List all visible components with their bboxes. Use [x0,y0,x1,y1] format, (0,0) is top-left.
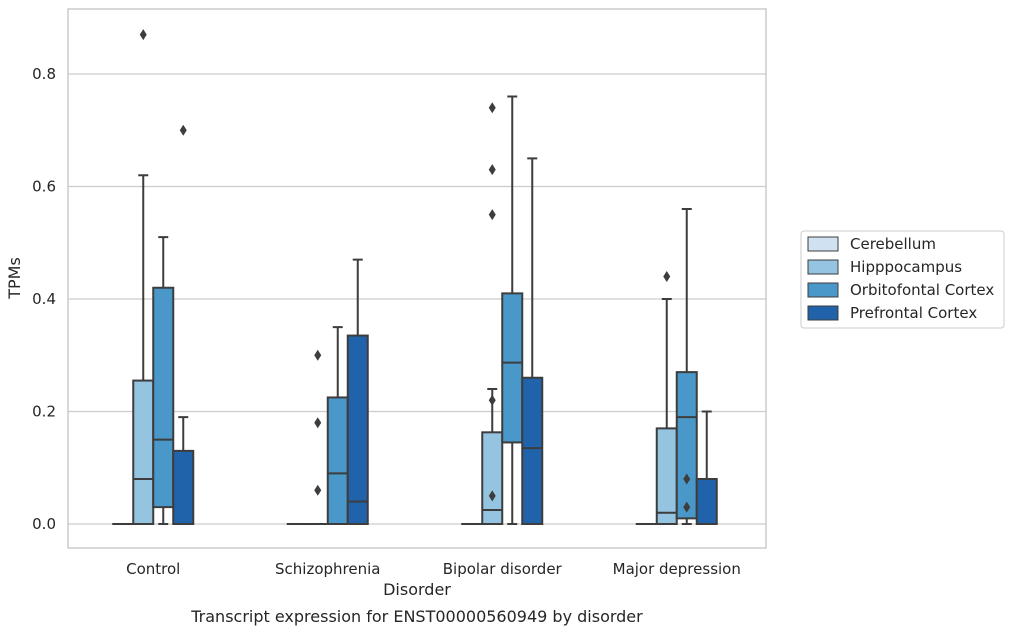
y-axis-title: TPMs [5,257,24,300]
x-tick-label: Major depression [613,560,741,578]
box-group [481,102,504,525]
y-tick-label: 0.0 [32,515,56,533]
legend-label: Cerebellum [850,235,936,253]
box-body [521,376,544,525]
box-body [501,292,524,444]
outlier-point [683,501,691,513]
outlier-point [663,271,671,282]
tick-layer: 0.0 0.2 0.4 0.6 0.8 Control Schizophrenia Bipol… [32,65,741,578]
box-layer [112,29,718,526]
box-group [306,349,329,526]
box-group [152,236,175,525]
outlier-point [314,417,322,429]
y-tick-label: 0.2 [32,403,56,421]
outlier-point [488,394,496,406]
x-axis-title: Disorder [383,580,451,599]
legend-label: Hipppocampus [850,258,962,276]
outlier-point [488,490,496,502]
box-group [501,95,524,525]
box-group [675,208,698,525]
box-group [326,326,349,525]
outlier-point [488,164,496,176]
x-tick-label: Control [126,560,180,578]
legend: Cerebellum Hipppocampus Orbitofontal Corte… [800,230,1005,329]
legend-swatch [807,305,839,321]
box-body [172,449,195,525]
legend-items: Cerebellum Hipppocampus Orbitofontal Corte… [807,235,994,322]
plot-frame [67,8,767,549]
box-group [172,124,195,525]
legend-label: Orbitofontal Cortex [850,281,994,299]
box-body [481,431,504,525]
box-body [152,286,175,509]
y-tick-label: 0.8 [32,65,56,83]
box-group [695,410,718,525]
outlier-point [179,124,187,136]
x-tick-label: Bipolar disorder [443,560,563,578]
box-group [521,157,544,525]
outlier-point [314,349,322,361]
box-body [695,478,718,525]
outlier-point [139,29,147,41]
legend-label: Prefrontal Cortex [850,304,977,322]
legend-swatch [807,259,839,275]
outlier-point [488,102,496,114]
legend-swatch [807,282,839,298]
box-body [132,379,155,525]
outlier-point [488,209,496,221]
x-tick-label: Schizophrenia [275,560,380,578]
box-group [655,271,678,525]
box-group [132,29,155,525]
y-tick-label: 0.4 [32,290,56,308]
box-body [326,396,349,525]
box-body [655,427,678,525]
outlier-point [683,473,691,485]
legend-frame [800,230,1005,329]
y-tick-label: 0.6 [32,178,56,196]
legend-swatch [807,236,839,252]
box-group [346,258,369,525]
outlier-point [314,484,322,496]
box-body [675,371,698,520]
box-body [346,334,369,525]
chart-caption: Transcript expression for ENST0000056094… [190,607,643,626]
